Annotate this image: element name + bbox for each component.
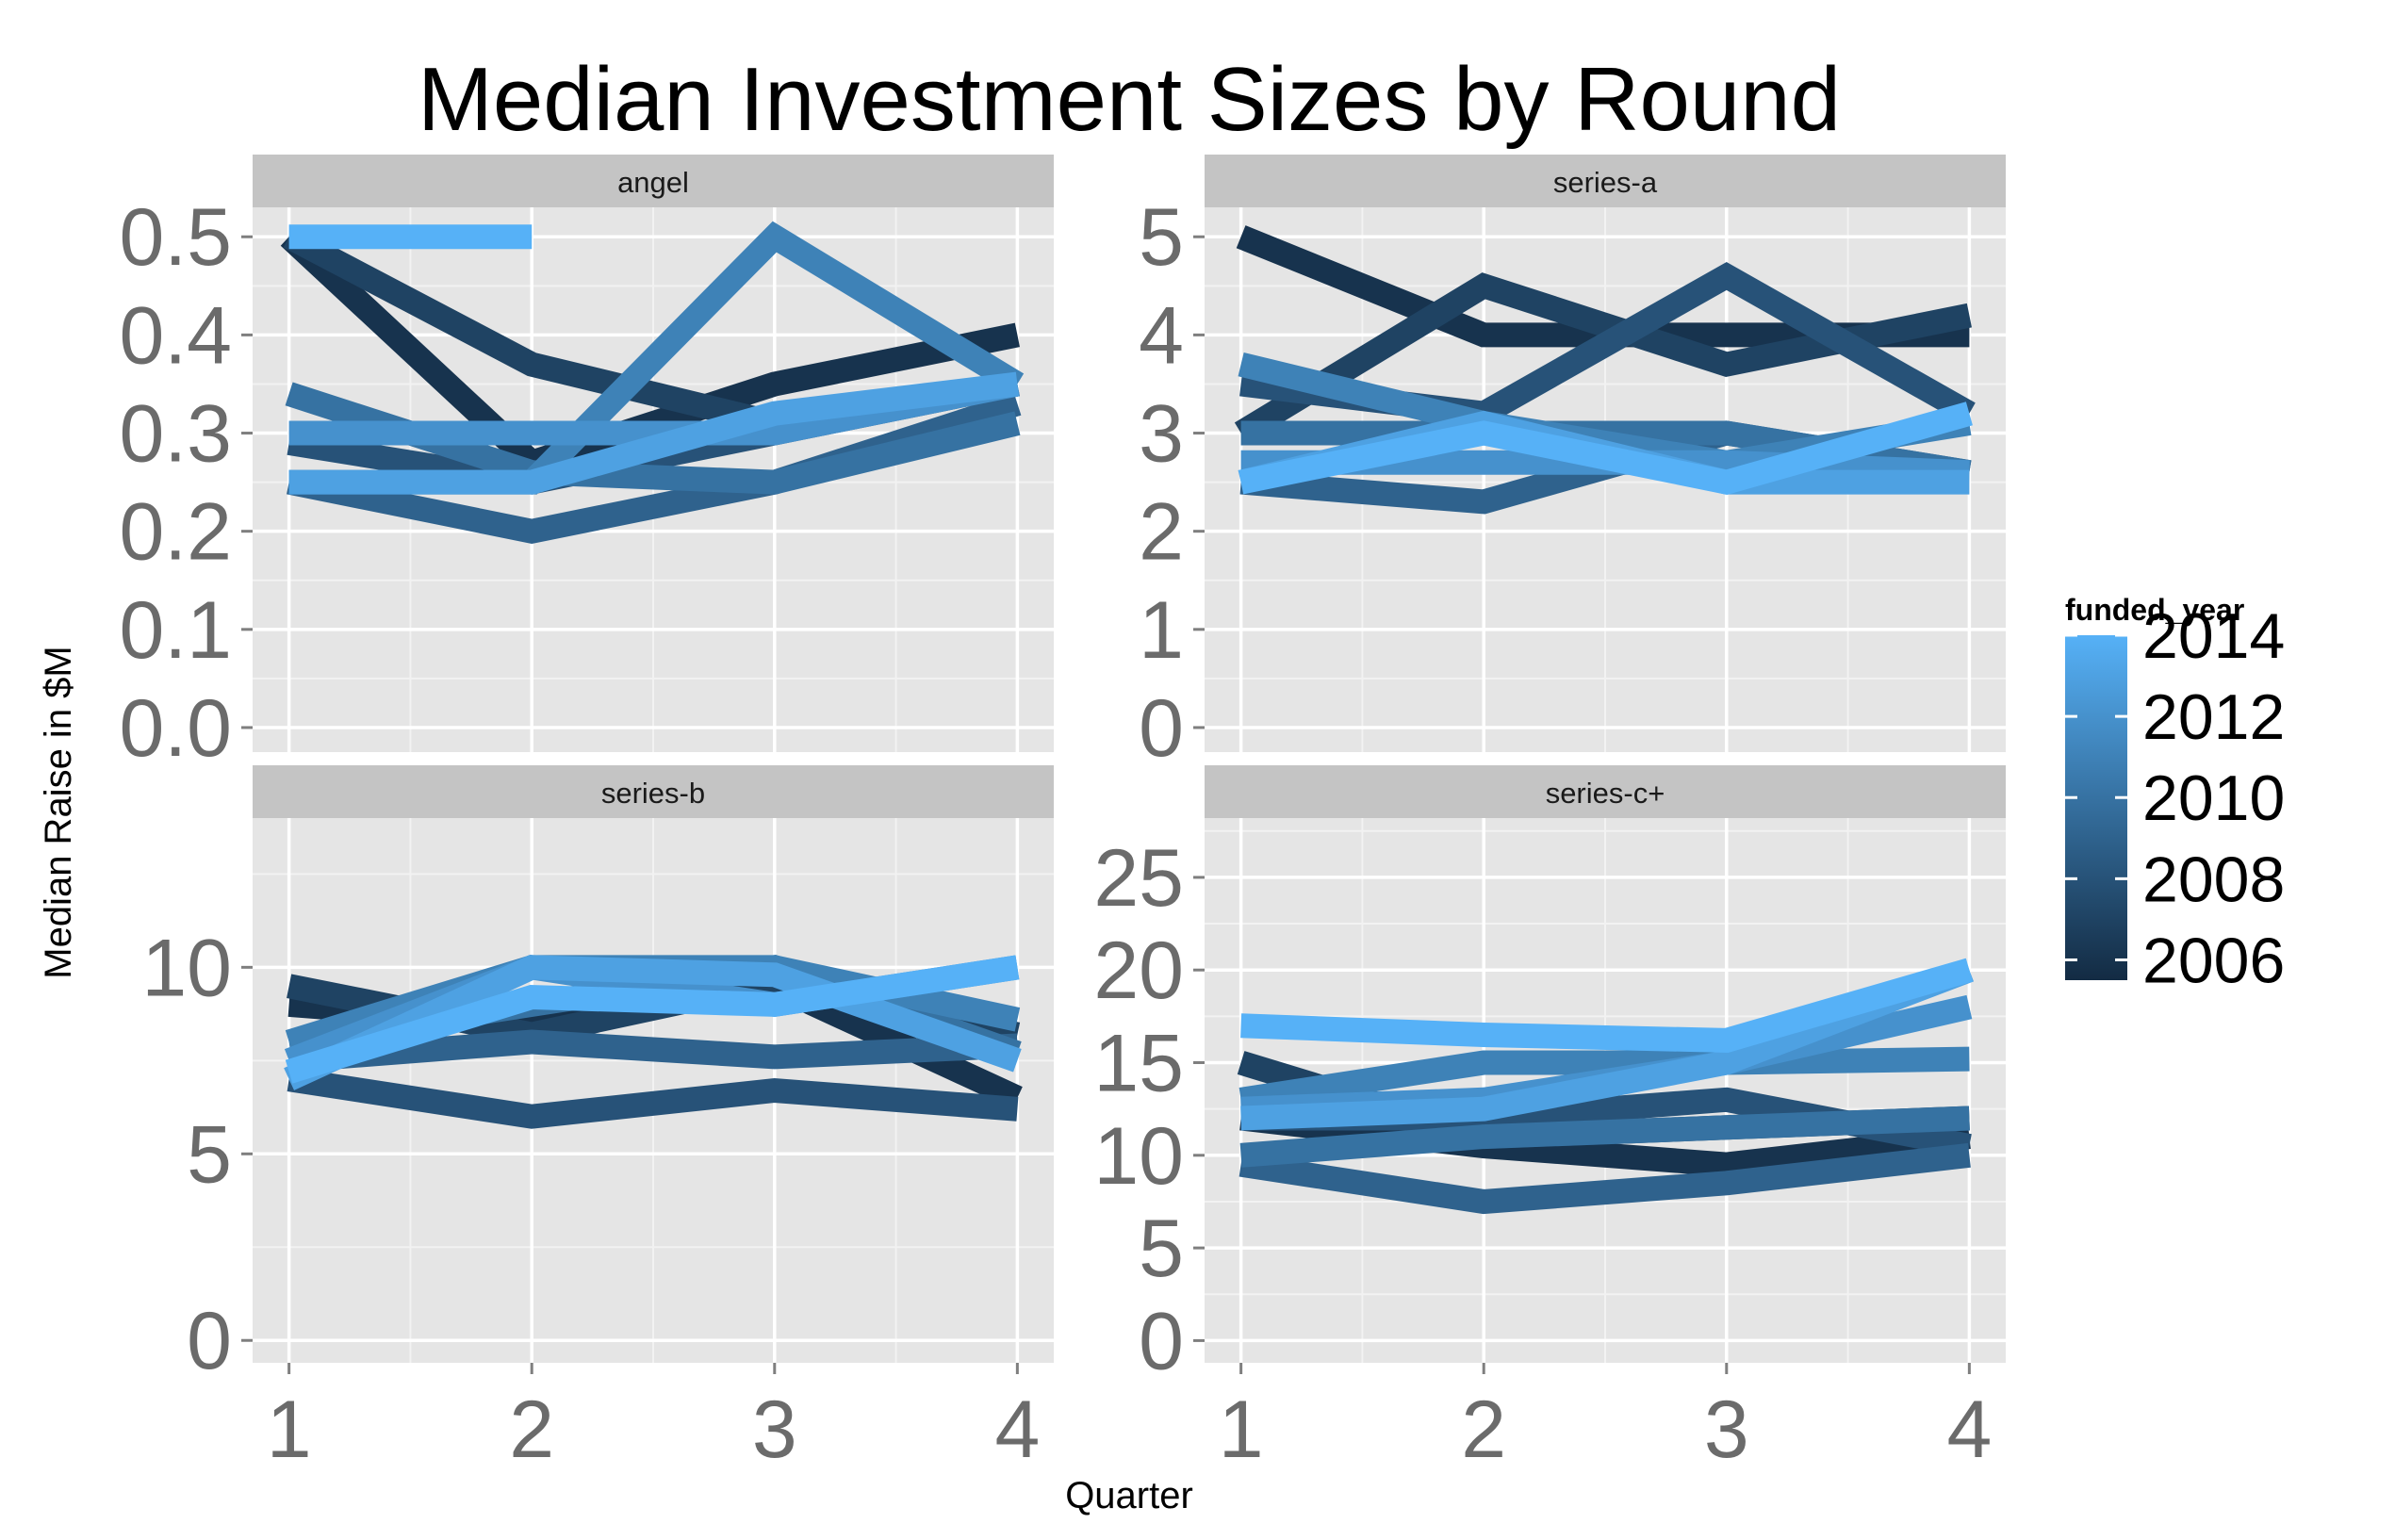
y-tick-label: 0.3 bbox=[119, 389, 232, 480]
facet-strip-label: series-b bbox=[601, 777, 705, 810]
y-tick-label: 25 bbox=[1093, 833, 1184, 924]
y-tick-label: 5 bbox=[1139, 1204, 1184, 1294]
y-tick-label: 15 bbox=[1093, 1019, 1184, 1109]
x-tick-label: 2 bbox=[509, 1384, 554, 1475]
facet-strip bbox=[253, 155, 1054, 207]
legend-colorbar bbox=[2065, 635, 2127, 980]
y-tick-label: 1 bbox=[1139, 585, 1184, 676]
series-line-2010 bbox=[1239, 1106, 1970, 1168]
x-tick-label: 2 bbox=[1461, 1384, 1506, 1475]
y-tick-label: 0.2 bbox=[119, 487, 232, 578]
facet-strip-label: series-c+ bbox=[1546, 777, 1665, 810]
legend-tick-label: 2014 bbox=[2142, 600, 2285, 672]
y-tick-label: 0.1 bbox=[119, 585, 232, 676]
facet-strip bbox=[1205, 765, 2006, 818]
legend-tick-label: 2008 bbox=[2142, 844, 2285, 915]
facets: angel0.00.10.20.30.40.5series-a012345ser… bbox=[119, 155, 2006, 1475]
x-tick-label: 3 bbox=[1704, 1384, 1749, 1475]
legend-tick-label: 2006 bbox=[2142, 925, 2285, 996]
y-tick-label: 2 bbox=[1139, 487, 1184, 578]
y-tick-label: 0.5 bbox=[119, 192, 232, 283]
y-tick-label: 3 bbox=[1139, 389, 1184, 480]
facet-strip-label: series-a bbox=[1553, 166, 1658, 199]
y-tick-label: 0 bbox=[187, 1296, 232, 1386]
x-axis-label: Quarter bbox=[1065, 1475, 1193, 1516]
facet-strip bbox=[1205, 155, 2006, 207]
y-tick-label: 5 bbox=[1139, 192, 1184, 283]
legend: funded_year 2006 2008 2010 2012 2014 bbox=[2065, 593, 2285, 996]
series-line-2014 bbox=[1240, 958, 1974, 1053]
series-line-2006 bbox=[1239, 1106, 1971, 1177]
y-tick-label: 10 bbox=[1093, 1111, 1184, 1202]
legend-title: funded_year bbox=[2065, 593, 2244, 627]
facet-strip bbox=[253, 765, 1054, 818]
y-tick-label: 20 bbox=[1093, 926, 1184, 1016]
y-tick-label: 0 bbox=[1139, 683, 1184, 774]
series-line-2014 bbox=[1239, 401, 1973, 495]
chart-title: Median Investment Sizes by Round bbox=[418, 49, 1841, 150]
x-tick-label: 1 bbox=[1219, 1384, 1264, 1475]
series-line-2009 bbox=[1239, 1142, 1971, 1215]
x-tick-label: 4 bbox=[1946, 1384, 1992, 1475]
y-tick-label: 4 bbox=[1139, 290, 1184, 381]
series-line-2008 bbox=[287, 1067, 1019, 1129]
x-tick-label: 1 bbox=[267, 1384, 312, 1475]
x-tick-label: 3 bbox=[752, 1384, 797, 1475]
y-tick-label: 0.4 bbox=[119, 290, 232, 381]
y-tick-label: 5 bbox=[187, 1109, 232, 1200]
x-tick-label: 4 bbox=[994, 1384, 1040, 1475]
y-tick-label: 0.0 bbox=[119, 683, 232, 774]
facet-strip-label: angel bbox=[617, 166, 689, 199]
facet-panel-angel: angel 0.00.10.20.30.40.5 bbox=[119, 155, 1054, 774]
series-line-2013 bbox=[288, 371, 1019, 495]
series-line-2009 bbox=[287, 1029, 1018, 1073]
legend-tick-label: 2012 bbox=[2142, 681, 2285, 753]
series-line-2011 bbox=[1239, 1046, 1970, 1112]
facet-panel-series-b: series-b 0 5 10 1 2 3 4 bbox=[141, 765, 1054, 1475]
legend-tick-label: 2010 bbox=[2142, 762, 2285, 834]
y-axis-label: Median Raise in $M bbox=[38, 646, 79, 979]
y-tick-label: 10 bbox=[141, 923, 232, 1013]
y-tick-label: 0 bbox=[1139, 1296, 1184, 1386]
series-line-2014 bbox=[285, 955, 1020, 1084]
